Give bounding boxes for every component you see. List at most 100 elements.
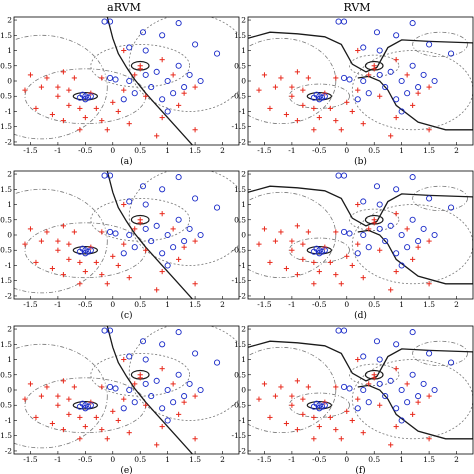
circle-point [164, 386, 171, 394]
x-tick-label: -1 [54, 300, 61, 309]
plus-point [33, 105, 39, 112]
plus-point [121, 87, 127, 93]
y-tick-label: -0.5 [232, 246, 247, 255]
plus-point [104, 436, 110, 442]
plus-point [371, 375, 377, 381]
circle-point [340, 74, 348, 82]
circle-point [213, 359, 221, 366]
plus-point [159, 423, 165, 430]
plus-point [355, 87, 361, 93]
plus-point [60, 272, 66, 278]
plus-point [60, 427, 66, 433]
plus-point [77, 414, 83, 421]
circle-point [398, 77, 405, 85]
y-tick-label: -0.5 [0, 401, 12, 410]
circle-point [310, 248, 317, 255]
plus-point [77, 127, 83, 133]
circle-point [354, 405, 361, 412]
circle-point [321, 93, 328, 100]
x-tick-label: 0 [110, 455, 115, 464]
plus-point [355, 356, 361, 363]
plus-point [278, 75, 284, 81]
x-tick-label: -1 [288, 146, 295, 155]
plot-area [14, 171, 239, 299]
plus-point [393, 268, 399, 275]
relevance-contour [72, 245, 99, 255]
y-tick-label: 0 [7, 231, 12, 240]
x-tick-label: -0.5 [78, 300, 93, 309]
plus-point [404, 381, 410, 387]
circle-point [82, 405, 89, 412]
y-tick-label: 1.5 [234, 340, 246, 349]
plus-point [344, 253, 350, 259]
plus-point [137, 66, 143, 72]
circle-point [148, 238, 155, 245]
circle-point [316, 96, 323, 103]
plus-point [115, 108, 121, 115]
plus-point [55, 402, 61, 408]
plus-point [261, 72, 268, 78]
y-tick-label: -1.5 [232, 431, 247, 440]
plus-point [289, 238, 295, 244]
plus-point [360, 121, 366, 127]
circle-point [316, 250, 323, 257]
contour-line [412, 185, 468, 212]
circle-point [335, 18, 342, 25]
column-title-left: aRVM [107, 1, 141, 14]
plus-point [355, 396, 361, 402]
plus-point [121, 47, 127, 54]
circle-point [310, 94, 317, 101]
plus-point [294, 118, 300, 124]
plus-point [300, 411, 306, 417]
plus-point [349, 108, 355, 115]
x-tick-label: 0 [110, 300, 115, 309]
x-tick-label: 0.5 [134, 455, 146, 464]
circle-point [106, 74, 114, 82]
circle-point [159, 96, 166, 103]
x-tick-label: -1 [54, 455, 61, 464]
x-tick-label: 1.5 [189, 455, 201, 464]
x-tick-label: 1 [165, 146, 170, 155]
plus-point [333, 427, 339, 433]
circle-point [376, 201, 383, 208]
x-tick-label: 1.5 [423, 455, 435, 464]
x-tick-label: 1.5 [423, 146, 435, 155]
plus-point [192, 84, 198, 90]
plus-point [154, 287, 160, 293]
plus-point [261, 226, 268, 232]
plus-point [126, 121, 132, 127]
circle-point [126, 44, 133, 51]
plus-point [170, 226, 176, 232]
x-tick-label: -1.5 [257, 455, 272, 464]
plus-point [333, 229, 339, 235]
circle-point [409, 20, 416, 27]
plus-point [77, 436, 83, 442]
circle-point [126, 353, 133, 360]
plus-point [377, 93, 383, 99]
plus-point [289, 84, 295, 90]
plus-point [316, 114, 322, 121]
plus-point [338, 127, 344, 133]
plus-point [104, 281, 110, 287]
contour-line [288, 83, 350, 109]
plus-point [294, 427, 300, 433]
relevance-contour [72, 91, 99, 101]
circle-point [387, 222, 394, 229]
panel-e: -1.5 -1 -0.5 0 0.5 1 1.5 2 -2 -1.5 -1 -0.5 0 0.5 1 1.5 2… [0, 325, 240, 474]
plus-point [300, 241, 306, 247]
plus-point [110, 253, 116, 259]
plus-point [388, 442, 394, 448]
decision-boundary [106, 17, 193, 145]
plus-point [344, 99, 350, 105]
plus-point [366, 381, 372, 387]
x-tick-label: -0.5 [78, 455, 93, 464]
y-tick-label: -1.5 [0, 431, 12, 440]
circle-point [126, 386, 133, 394]
circle-point [106, 172, 114, 179]
circle-point [415, 84, 422, 91]
plus-point [355, 241, 361, 247]
x-tick-label: -0.5 [312, 455, 327, 464]
circle-point [360, 231, 367, 239]
plot-area [248, 18, 473, 139]
circle-point [393, 96, 400, 103]
